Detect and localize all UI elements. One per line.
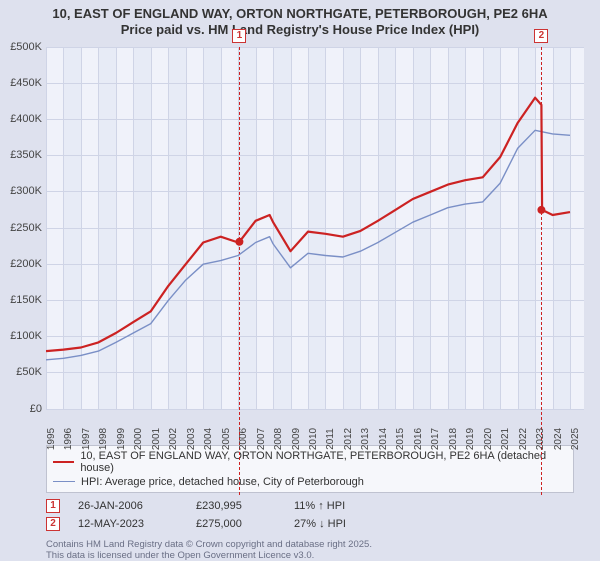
chart: 12 £0 £50K £100K £150K £200K £250K £300K £350K £… — [8, 43, 592, 443]
sales-table: 1 26-JAN-2006 £230,995 11% ↑ HPI 2 12-MAY-202… — [46, 497, 574, 533]
x-tick-label: 2021 — [500, 427, 511, 449]
x-tick-label: 2019 — [465, 427, 476, 449]
x-tick-label: 2025 — [570, 427, 581, 449]
series-red — [46, 97, 570, 350]
sales-row: 2 12-MAY-2023 £275,000 27% ↓ HPI — [46, 515, 574, 533]
legend-row: HPI: Average price, detached house, City… — [53, 475, 567, 489]
y-tick-label: £450K — [10, 77, 42, 89]
sale-price: £230,995 — [196, 500, 276, 512]
y-tick-label: £250K — [10, 222, 42, 234]
x-tick-label: 2017 — [430, 427, 441, 449]
x-tick-label: 2015 — [395, 427, 406, 449]
x-axis: 1995199619971998199920002001200220032004… — [46, 411, 584, 445]
y-tick-label: £300K — [10, 185, 42, 197]
sale-price: £275,000 — [196, 518, 276, 530]
chart-title: 10, EAST OF ENGLAND WAY, ORTON NORTHGATE… — [0, 0, 600, 41]
sales-row: 1 26-JAN-2006 £230,995 11% ↑ HPI — [46, 497, 574, 515]
sale-delta: 27% ↓ HPI — [294, 518, 394, 530]
x-tick-label: 2014 — [378, 427, 389, 449]
series-svg — [46, 47, 584, 409]
y-tick-label: £100K — [10, 330, 42, 342]
y-tick-label: £500K — [10, 41, 42, 53]
y-tick-label: £50K — [16, 366, 42, 378]
x-tick-label: 2011 — [325, 428, 336, 450]
x-tick-label: 2006 — [238, 427, 249, 449]
plot-area: 12 — [46, 47, 584, 409]
x-tick-label: 2009 — [291, 427, 302, 449]
x-tick-label: 2007 — [256, 427, 267, 449]
x-tick-label: 1996 — [63, 427, 74, 449]
legend-swatch — [53, 461, 74, 463]
footnote-line2: This data is licensed under the Open Gov… — [46, 550, 592, 561]
y-axis: £0£50K£100K£150K£200K£250K£300K£350K£400… — [8, 47, 44, 409]
x-tick-label: 1998 — [98, 427, 109, 449]
legend: 10, EAST OF ENGLAND WAY, ORTON NORTHGATE… — [46, 445, 574, 493]
legend-swatch — [53, 481, 75, 482]
x-tick-label: 2020 — [483, 427, 494, 449]
y-tick-label: £350K — [10, 149, 42, 161]
x-tick-label: 2013 — [360, 427, 371, 449]
x-tick-label: 1995 — [46, 427, 57, 449]
x-tick-label: 2012 — [343, 427, 354, 449]
gridline-h — [46, 409, 584, 410]
x-tick-label: 2001 — [151, 427, 162, 449]
x-tick-label: 1999 — [116, 427, 127, 449]
x-tick-label: 2002 — [168, 427, 179, 449]
series-blue — [46, 130, 570, 359]
x-tick-label: 2023 — [535, 427, 546, 449]
legend-label: 10, EAST OF ENGLAND WAY, ORTON NORTHGATE… — [80, 450, 567, 474]
x-tick-label: 2008 — [273, 427, 284, 449]
sale-date: 12-MAY-2023 — [78, 518, 178, 530]
x-tick-label: 2018 — [448, 427, 459, 449]
sale-marker-box: 2 — [46, 517, 60, 531]
y-tick-label: £200K — [10, 258, 42, 270]
x-tick-label: 2005 — [221, 427, 232, 449]
legend-row: 10, EAST OF ENGLAND WAY, ORTON NORTHGATE… — [53, 449, 567, 475]
sale-delta: 11% ↑ HPI — [294, 500, 394, 512]
sale-date: 26-JAN-2006 — [78, 500, 178, 512]
x-tick-label: 2022 — [518, 427, 529, 449]
x-tick-label: 2003 — [186, 427, 197, 449]
sale-point — [537, 205, 545, 213]
sale-marker-box: 1 — [232, 29, 246, 43]
sale-marker-box: 2 — [534, 29, 548, 43]
y-tick-label: £0 — [30, 403, 42, 415]
title-line2: Price paid vs. HM Land Registry's House … — [8, 22, 592, 38]
x-tick-label: 2010 — [308, 427, 319, 449]
footnote-line1: Contains HM Land Registry data © Crown c… — [46, 539, 592, 550]
y-tick-label: £400K — [10, 113, 42, 125]
x-tick-label: 2000 — [133, 427, 144, 449]
x-tick-label: 1997 — [81, 427, 92, 449]
title-line1: 10, EAST OF ENGLAND WAY, ORTON NORTHGATE… — [8, 6, 592, 22]
footnote: Contains HM Land Registry data © Crown c… — [46, 539, 592, 561]
x-tick-label: 2016 — [413, 427, 424, 449]
y-tick-label: £150K — [10, 294, 42, 306]
legend-label: HPI: Average price, detached house, City… — [81, 476, 364, 488]
x-tick-label: 2024 — [553, 427, 564, 449]
sale-marker-box: 1 — [46, 499, 60, 513]
sale-point — [235, 237, 243, 245]
x-tick-label: 2004 — [203, 427, 214, 449]
